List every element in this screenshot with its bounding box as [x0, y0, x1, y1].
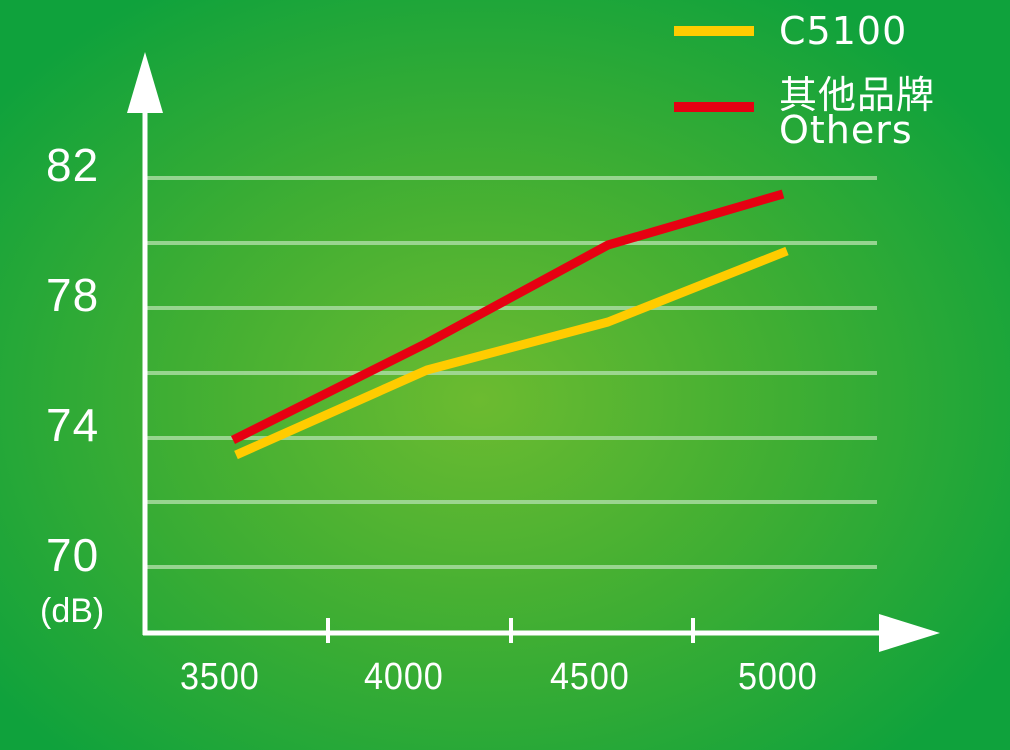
x-axis-arrow-icon — [879, 614, 940, 652]
y-tick-label: 82 — [46, 139, 100, 191]
gridlines — [147, 176, 877, 569]
y-tick-label: 70 — [46, 529, 100, 581]
x-axis — [143, 614, 940, 652]
x-tick-label: 5000 — [738, 656, 818, 698]
legend-label-others-cn: 其他品牌 — [779, 73, 936, 117]
series-c5100-line — [234, 246, 789, 460]
legend-label-others-en: Others — [779, 108, 913, 152]
y-tick-label: 78 — [46, 269, 100, 321]
y-axis — [127, 52, 163, 635]
legend-swatch-c5100 — [674, 26, 754, 36]
x-tick-label: 4500 — [550, 656, 630, 698]
y-axis-arrow-icon — [127, 52, 163, 113]
y-tick-label: 74 — [46, 399, 100, 451]
series-others-line — [230, 189, 785, 445]
x-tick-label: 3500 — [180, 656, 260, 698]
y-axis-unit: (dB) — [40, 592, 105, 630]
legend-swatch-others — [674, 102, 754, 112]
x-tick-label: 4000 — [364, 656, 444, 698]
legend-label-c5100: C5100 — [779, 9, 908, 53]
